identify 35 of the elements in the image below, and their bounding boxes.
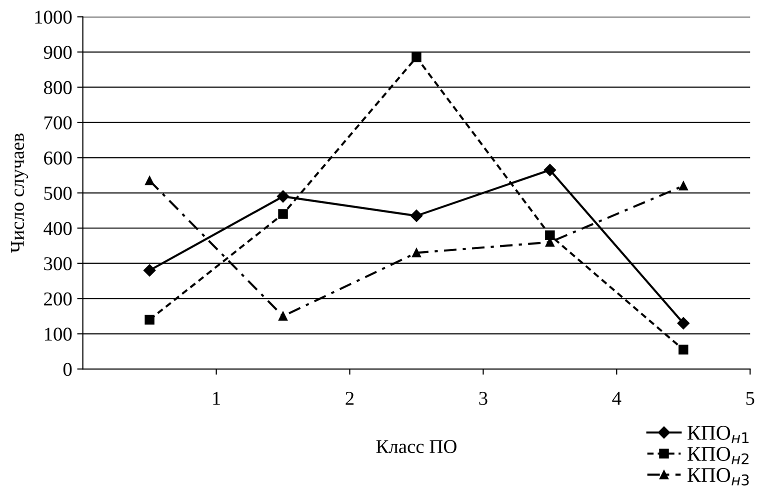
point — [276, 190, 290, 203]
point — [144, 314, 154, 325]
x-tick-label: 3 — [479, 392, 488, 405]
point — [678, 181, 688, 190]
y-tick-label: 300 — [44, 257, 72, 270]
point — [412, 52, 422, 62]
x-tick-label: 2 — [346, 392, 354, 405]
x-tick-label: 5 — [746, 392, 754, 405]
y-tick-label: 200 — [44, 292, 72, 306]
point — [278, 312, 288, 321]
legend-label: КПО$_{н2}$ — [688, 446, 748, 464]
y-tick-label: 1000 — [35, 10, 72, 24]
y-tick-label: 800 — [44, 81, 72, 94]
y-axis-title: Число случаев — [11, 133, 28, 253]
point — [677, 317, 690, 330]
point — [412, 248, 421, 258]
y-tick-label: 400 — [44, 222, 72, 236]
x-tick-label: 1 — [213, 392, 220, 405]
y-tick-label: 600 — [44, 152, 72, 165]
y-tick-label: 700 — [44, 116, 72, 130]
y-tick-label: 500 — [44, 186, 72, 200]
y-tick-label: 0 — [63, 362, 72, 376]
point — [143, 264, 156, 276]
legend-label: КПО$_{н1}$ — [688, 426, 749, 444]
legend-label: КПО$_{н3}$ — [688, 468, 749, 486]
point — [545, 230, 555, 240]
x-tick-label: 4 — [612, 392, 622, 405]
point — [145, 176, 154, 186]
y-tick-label: 900 — [44, 46, 72, 59]
point — [278, 209, 288, 219]
y-tick-label: 100 — [44, 328, 72, 341]
point — [678, 344, 688, 355]
point — [410, 210, 423, 222]
x-axis-title: Класс ПО — [376, 440, 456, 454]
point — [544, 164, 556, 176]
